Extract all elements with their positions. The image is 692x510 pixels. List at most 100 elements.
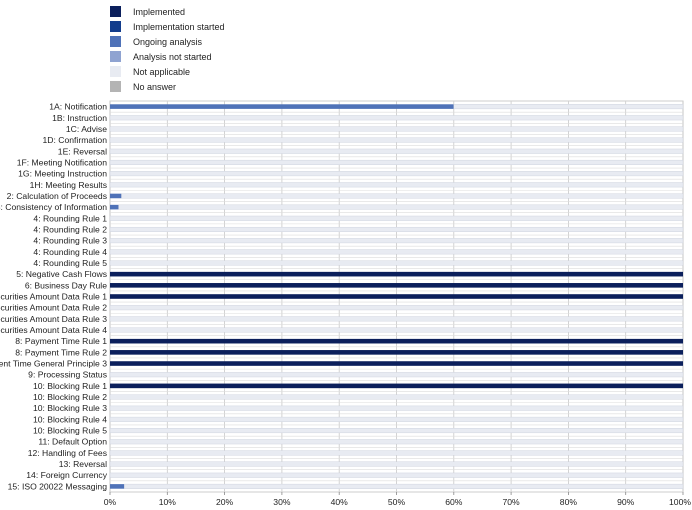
bar-segment	[121, 193, 684, 199]
bar-segment	[110, 204, 119, 210]
x-tick-label: 0%	[104, 497, 117, 507]
legend-item: Analysis not started	[110, 49, 225, 64]
category-label: 1H: Meeting Results	[30, 180, 107, 190]
category-label: 8: Payment Time Rule 2	[15, 347, 107, 357]
category-label: 7: Securities Amount Data Rule 4	[0, 325, 107, 335]
bar-segment	[110, 104, 454, 109]
legend-item: Not applicable	[110, 64, 225, 79]
category-label: 8: Payment Time Rule 1	[15, 336, 107, 346]
legend-swatch	[110, 36, 121, 47]
category-label: 1E: Reversal	[58, 146, 107, 156]
legend-label: Implemented	[133, 6, 186, 17]
legend-swatch	[110, 81, 121, 92]
legend-label: Implementation started	[133, 21, 225, 32]
bar-segment	[109, 226, 684, 232]
bar-segment	[110, 484, 125, 489]
bar-segment	[124, 483, 684, 489]
category-label: 10: Blocking Rule 2	[33, 392, 107, 402]
x-tick-label: 90%	[617, 497, 635, 507]
x-tick-label: 30%	[273, 497, 291, 507]
bar-segment	[109, 428, 684, 434]
bar-segment	[110, 193, 122, 199]
bar-segment	[109, 327, 684, 333]
category-label: 2: Calculation of Proceeds	[7, 191, 107, 201]
category-label: 1B: Instruction	[52, 113, 107, 123]
bar-segment	[453, 104, 684, 110]
bar-segment	[110, 338, 683, 344]
category-label: 3: Consistency of Information	[0, 202, 107, 212]
bar-segment	[110, 383, 683, 389]
x-tick-label: 70%	[502, 497, 520, 507]
bar-segment	[109, 182, 684, 188]
bar-segment	[109, 394, 684, 400]
bar-segment	[109, 249, 684, 255]
bar-segment	[109, 126, 684, 132]
bar-segment	[118, 204, 684, 210]
category-label: 8: Payment Time General Principle 3	[0, 359, 107, 369]
category-label: 14: Foreign Currency	[26, 470, 107, 480]
bar-segment	[109, 305, 684, 311]
bar-segment	[110, 271, 683, 277]
legend-swatch	[110, 21, 121, 32]
x-tick-label: 40%	[331, 497, 349, 507]
bar-segment	[109, 439, 684, 445]
category-label: 1A: Notification	[49, 102, 107, 112]
bar-segment	[109, 450, 684, 456]
category-label: 11: Default Option	[38, 437, 107, 447]
bar-segment	[109, 215, 684, 221]
category-label: 7: Securities Amount Data Rule 1	[0, 292, 107, 302]
bar-segment	[110, 294, 683, 299]
category-label: 4: Rounding Rule 4	[33, 247, 107, 257]
category-label: 9: Processing Status	[28, 370, 107, 380]
category-label: 4: Rounding Rule 3	[33, 236, 107, 246]
bar-segment	[110, 283, 683, 288]
category-label: 1F: Meeting Notification	[17, 157, 107, 167]
category-label: 7: Securities Amount Data Rule 2	[0, 303, 107, 313]
x-tick-label: 20%	[216, 497, 234, 507]
x-tick-label: 10%	[159, 497, 177, 507]
category-label: 12: Handling of Fees	[28, 448, 107, 458]
legend-item: Ongoing analysis	[110, 34, 225, 49]
bar-segment	[109, 115, 684, 121]
bar-segment	[109, 137, 684, 143]
legend-label: Not applicable	[133, 66, 191, 77]
category-label: 10: Blocking Rule 5	[33, 426, 107, 436]
legend-label: Analysis not started	[133, 51, 212, 62]
category-label: 4: Rounding Rule 2	[33, 224, 107, 234]
category-label: 4: Rounding Rule 1	[33, 213, 107, 223]
category-label: 10: Blocking Rule 4	[33, 414, 107, 424]
bar-segment	[110, 350, 683, 355]
x-tick-label: 80%	[560, 497, 578, 507]
category-label: 13: Reversal	[59, 459, 107, 469]
chart-legend: Implemented Implementation started Ongoing…	[110, 4, 225, 94]
bar-segment	[109, 472, 684, 478]
legend-item: No answer	[110, 79, 225, 94]
legend-label: Ongoing analysis	[133, 36, 203, 47]
category-label: 1C: Advise	[66, 124, 107, 134]
legend-item: Implementation started	[110, 19, 225, 34]
bar-segment	[109, 372, 684, 378]
legend-item: Implemented	[110, 4, 225, 19]
bar-segment	[109, 238, 684, 244]
category-label: 10: Blocking Rule 3	[33, 403, 107, 413]
category-label: 7: Securities Amount Data Rule 3	[0, 314, 107, 324]
x-tick-label: 50%	[388, 497, 406, 507]
legend-swatch	[110, 66, 121, 77]
bar-segment	[109, 148, 684, 154]
bar-segment	[109, 159, 684, 165]
bar-segment	[109, 461, 684, 467]
bar-segment	[109, 171, 684, 177]
legend-swatch	[110, 6, 121, 17]
x-tick-label: 60%	[445, 497, 463, 507]
bar-segment	[109, 405, 684, 411]
category-label: 1D: Confirmation	[43, 135, 108, 145]
legend-swatch	[110, 51, 121, 62]
x-tick-label: 100%	[669, 497, 691, 507]
category-label: 1G: Meeting Instruction	[18, 169, 107, 179]
category-label: 5: Negative Cash Flows	[16, 269, 107, 279]
category-label: 4: Rounding Rule 5	[33, 258, 107, 268]
category-label: 6: Business Day Rule	[25, 280, 107, 290]
legend-label: No answer	[133, 81, 177, 92]
bar-segment	[109, 260, 684, 266]
